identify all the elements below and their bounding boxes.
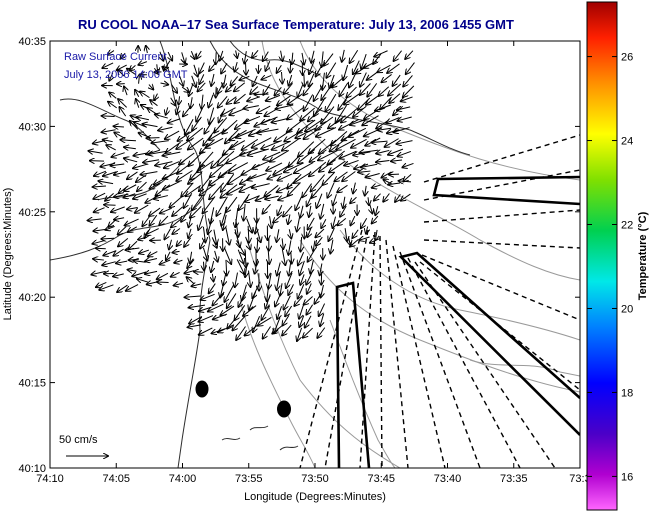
figure-title: RU COOL NOAA–17 Sea Surface Temperature:… xyxy=(78,17,514,32)
x-axis-label: Longitude (Degrees:Minutes) xyxy=(244,491,386,503)
legend-line-2: July 13, 2006 14:00 GMT xyxy=(64,69,188,81)
y-axis-label: Latitude (Degrees:Minutes) xyxy=(2,188,14,321)
legend-line-1: Raw Surface Current xyxy=(64,51,167,63)
colorbar xyxy=(587,2,617,510)
x-tick-label: 73:55 xyxy=(235,473,263,485)
radar-beam-lines xyxy=(300,135,580,468)
y-tick-label: 40:15 xyxy=(18,378,46,390)
colorbar-label: Temperature (°C) xyxy=(637,211,649,300)
x-tick-label: 74:05 xyxy=(102,473,130,485)
x-tick-label: 73:45 xyxy=(367,473,395,485)
scale-label: 50 cm/s xyxy=(59,434,98,446)
y-tick-label: 40:35 xyxy=(18,36,46,48)
y-tick-label: 40:10 xyxy=(18,463,46,475)
surface-current-vectors xyxy=(88,46,415,341)
colorbar-tick-label: 24 xyxy=(621,136,633,148)
colorbar-tick-label: 26 xyxy=(621,52,633,64)
plot-frame xyxy=(50,41,580,468)
x-tick-label: 73:50 xyxy=(301,473,329,485)
y-tick-label: 40:20 xyxy=(18,292,46,304)
x-tick-label: 73:35 xyxy=(500,473,528,485)
colorbar-tick-label: 22 xyxy=(621,220,633,232)
y-tick-label: 40:25 xyxy=(18,207,46,219)
station-marker-1 xyxy=(196,381,209,398)
plot-area: Raw Surface Current July 13, 2006 14:00 … xyxy=(50,41,580,468)
colorbar-tick-label: 20 xyxy=(621,303,633,315)
y-tick-label: 40:30 xyxy=(18,121,46,133)
station-marker-2 xyxy=(277,401,291,418)
y-axis-ticks: 40:35 40:30 40:25 40:20 40:15 40:10 xyxy=(18,36,580,475)
colorbar-tick-label: 16 xyxy=(621,471,633,483)
colorbar-tick-label: 18 xyxy=(621,387,633,399)
x-tick-label: 74:00 xyxy=(169,473,197,485)
x-tick-label: 73:40 xyxy=(434,473,462,485)
